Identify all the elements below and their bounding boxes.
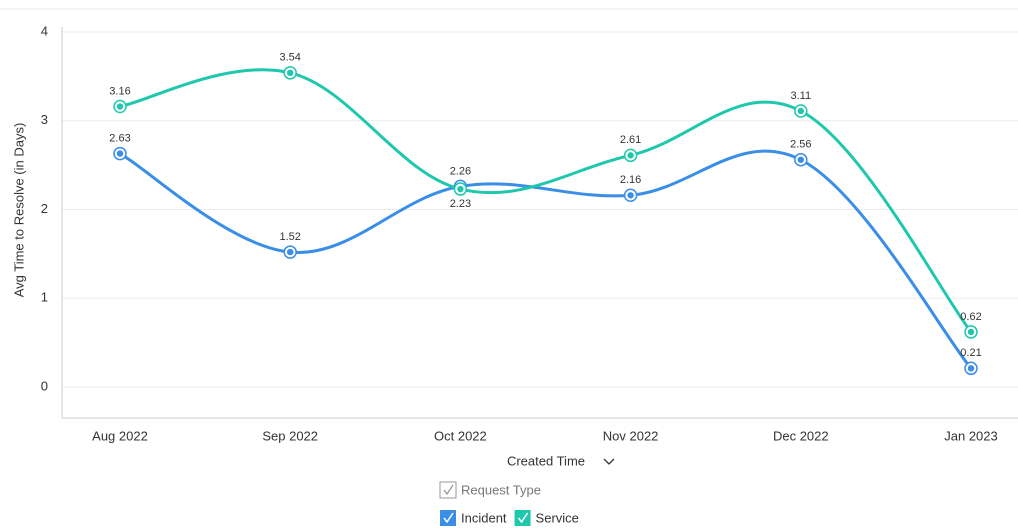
point[interactable] <box>457 185 464 193</box>
point[interactable] <box>116 150 124 157</box>
value-label: 0.62 <box>960 311 981 323</box>
value-label: 3.54 <box>279 52 300 64</box>
x-tick-label: Aug 2022 <box>92 428 148 443</box>
value-label: 2.23 <box>450 198 471 210</box>
point[interactable] <box>287 248 294 256</box>
y-tick-label: 4 <box>41 23 48 38</box>
value-label: 3.16 <box>109 85 130 97</box>
x-tick-label: Nov 2022 <box>603 428 659 443</box>
x-tick-label: Sep 2022 <box>262 428 318 443</box>
x-axis-title[interactable]: Created Time <box>507 453 615 468</box>
point[interactable] <box>627 152 634 159</box>
legend-title-checkbox[interactable] <box>439 481 457 499</box>
legend-label[interactable]: Service <box>536 510 579 525</box>
value-label: 2.16 <box>620 174 641 186</box>
check <box>443 484 454 496</box>
value-label: 2.63 <box>109 132 130 144</box>
value-label: 2.56 <box>790 139 811 151</box>
value-label: 1.52 <box>279 231 300 243</box>
legend-check <box>443 512 454 524</box>
y-tick-label: 1 <box>41 290 48 305</box>
legend-title: Request Type <box>461 482 541 497</box>
point[interactable] <box>967 365 975 372</box>
point[interactable] <box>797 107 804 115</box>
legend-swatch[interactable] <box>514 510 531 526</box>
y-tick-label: 3 <box>41 112 48 127</box>
legend-swatch[interactable] <box>440 510 456 526</box>
chevron[interactable] <box>603 458 615 465</box>
x-tick-label: Dec 2022 <box>773 428 829 443</box>
legend-check <box>517 512 529 524</box>
series-line <box>119 68 973 333</box>
point[interactable] <box>116 103 124 110</box>
legend-label[interactable]: Incident <box>461 510 507 525</box>
value-label: 0.21 <box>960 347 981 359</box>
point[interactable] <box>287 69 294 77</box>
value-label: 3.11 <box>791 90 812 102</box>
y-axis-label: Avg Time to Resolve (in Days) <box>11 123 26 298</box>
point[interactable] <box>967 328 975 336</box>
point[interactable] <box>627 192 634 199</box>
y-tick-label: 2 <box>41 201 48 216</box>
value-label: 2.26 <box>450 165 471 177</box>
x-axis-label[interactable]: Created Time <box>507 453 585 468</box>
value-label: 2.61 <box>620 134 641 146</box>
x-tick-label: Oct 2022 <box>434 428 487 443</box>
series-line <box>119 149 973 370</box>
point[interactable] <box>797 156 804 163</box>
y-tick-label: 0 <box>41 378 48 393</box>
x-tick-label: Jan 2023 <box>944 428 998 443</box>
